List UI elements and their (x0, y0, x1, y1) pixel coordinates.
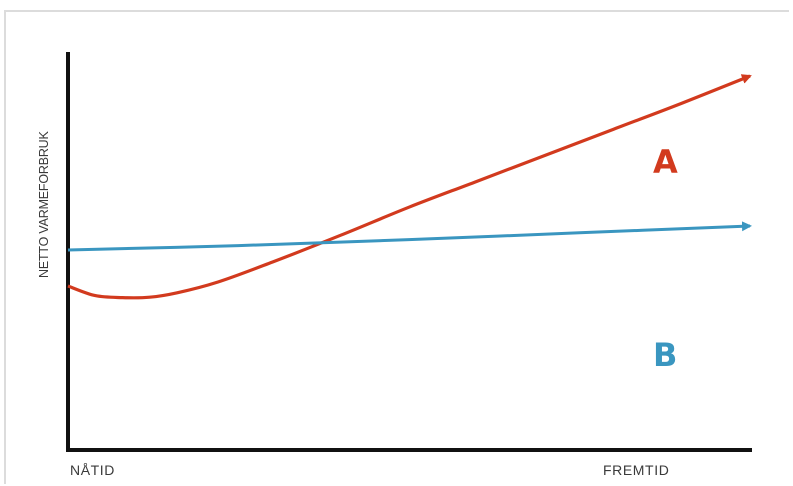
series-b-label: B (653, 336, 677, 374)
y-axis-label: NETTO VARMEFORBRUK (37, 130, 51, 278)
x-tick-label-now: NÅTID (70, 462, 115, 478)
x-tick-label-future: FREMTID (603, 462, 669, 478)
series-b-line (67, 221, 752, 252)
chart-frame (4, 10, 789, 484)
series-a-line (67, 74, 752, 300)
series-a-label: A (653, 143, 678, 181)
